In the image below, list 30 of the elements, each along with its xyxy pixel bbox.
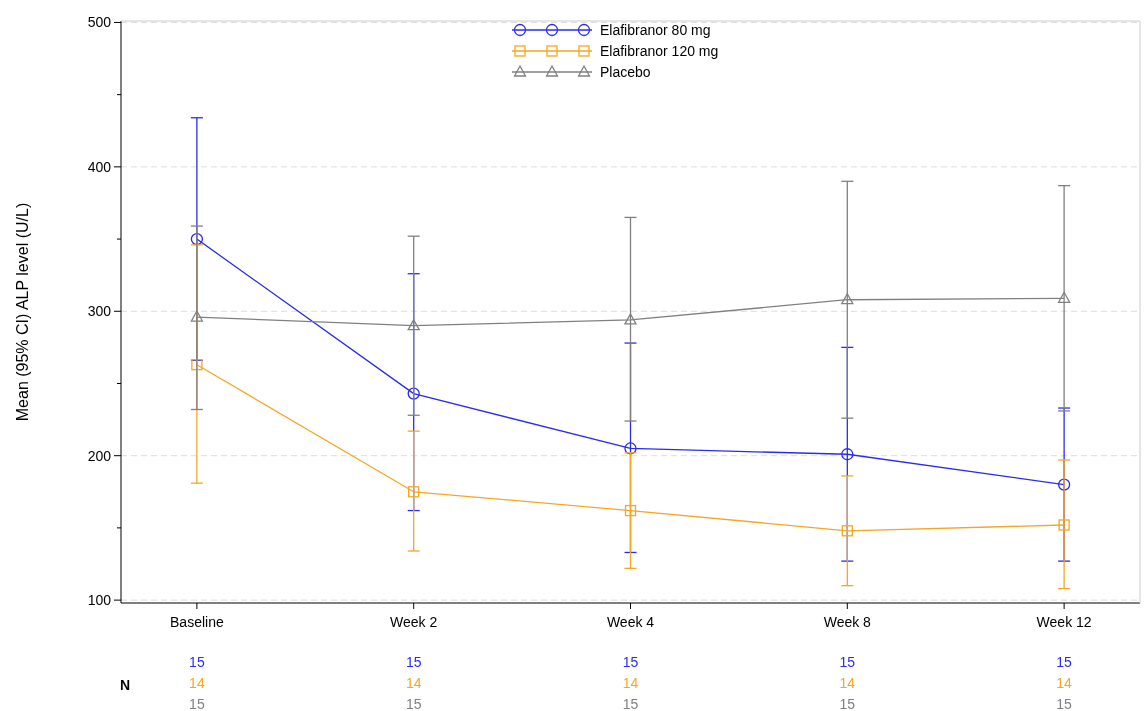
legend-label: Elafibranor 120 mg bbox=[600, 42, 719, 59]
y-tick-label: 100 bbox=[87, 592, 112, 609]
x-tick-label: Week 12 bbox=[1036, 614, 1092, 630]
text: 15 bbox=[839, 653, 856, 670]
y-tick-label: 200 bbox=[87, 447, 112, 464]
text: 15 bbox=[1056, 695, 1073, 711]
legend-label: Placebo bbox=[600, 63, 651, 80]
text: 14 bbox=[405, 674, 422, 691]
y-tick-label: 500 bbox=[87, 14, 112, 31]
text: 15 bbox=[405, 653, 422, 670]
text: N bbox=[119, 676, 131, 693]
text: 14 bbox=[1056, 674, 1073, 691]
text: 15 bbox=[622, 653, 639, 670]
x-tick-label: Week 8 bbox=[823, 614, 872, 630]
text: 14 bbox=[189, 674, 205, 691]
text: 15 bbox=[622, 695, 639, 711]
text: 15 bbox=[189, 695, 205, 711]
x-tick-label: Week 4 bbox=[606, 614, 655, 630]
x-tick-label: Week 2 bbox=[390, 614, 438, 630]
y-axis-title: Mean (95% CI) ALP level (U/L) bbox=[14, 202, 31, 422]
text: 14 bbox=[839, 674, 856, 691]
text: 15 bbox=[1056, 653, 1073, 670]
y-tick-label: 300 bbox=[87, 303, 112, 320]
text: 15 bbox=[405, 695, 422, 711]
x-tick-label: Baseline bbox=[170, 614, 224, 630]
text: 15 bbox=[839, 695, 856, 711]
legend-label: Elafibranor 80 mg bbox=[600, 21, 711, 38]
y-tick-label: 400 bbox=[87, 158, 112, 175]
text: 15 bbox=[189, 653, 205, 670]
text: 14 bbox=[622, 674, 639, 691]
